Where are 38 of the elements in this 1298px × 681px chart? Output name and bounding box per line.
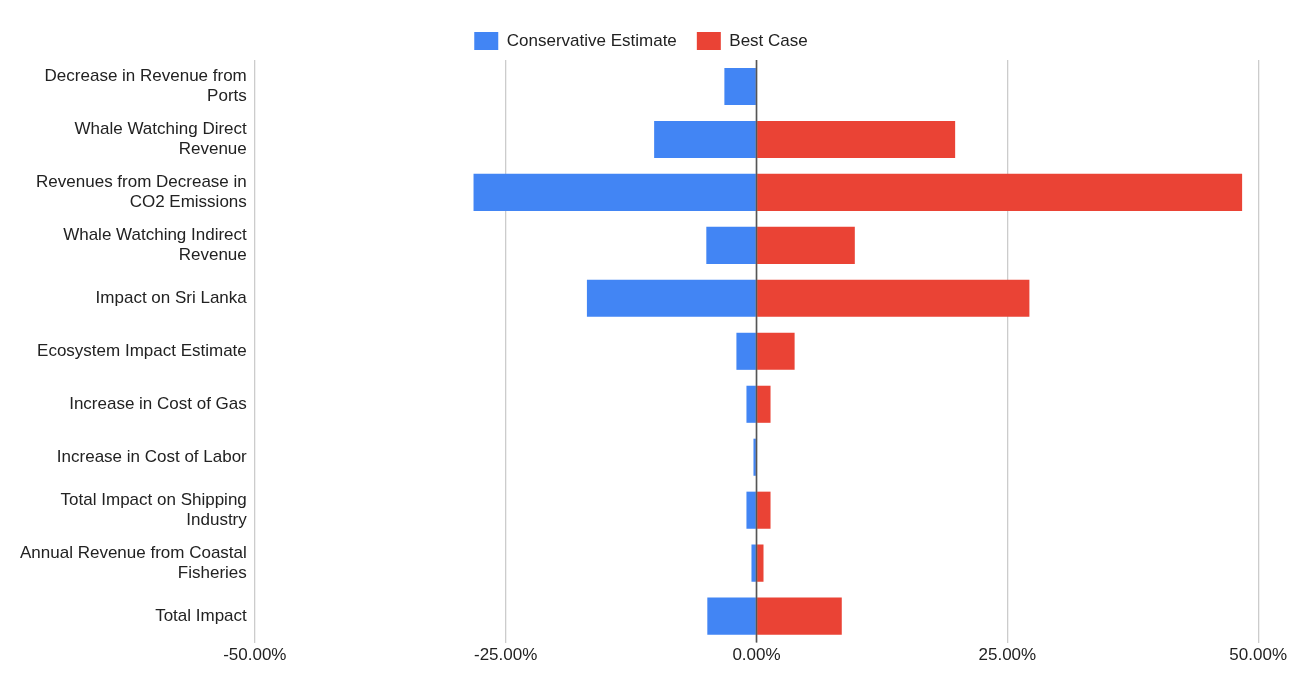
bar — [757, 385, 771, 423]
bar — [586, 279, 756, 317]
bar — [707, 597, 756, 635]
legend-label: Conservative Estimate — [506, 30, 677, 50]
y-tick-label: Whale Watching Direct Revenue — [74, 118, 248, 159]
bar — [706, 226, 756, 264]
x-tick-label: 50.00% — [1229, 645, 1288, 665]
y-tick-label: Ecosystem Impact Estimate — [37, 340, 247, 360]
bar — [757, 226, 855, 264]
bar — [746, 385, 756, 423]
legend-label: Best Case — [729, 30, 808, 50]
bar — [751, 544, 756, 582]
bar — [757, 332, 795, 370]
x-tick-label: 0.00% — [732, 645, 781, 665]
y-tick-label: Whale Watching Indirect Revenue — [63, 224, 248, 265]
bar — [757, 120, 956, 158]
x-tick-label: -50.00% — [223, 645, 287, 665]
x-tick-label: -25.00% — [473, 645, 538, 665]
bar — [757, 173, 1243, 211]
x-tick-label: 25.00% — [978, 645, 1037, 665]
y-tick-label: Total Impact — [155, 605, 248, 625]
y-tick-label: Increase in Cost of Labor — [56, 446, 248, 466]
bar — [753, 438, 756, 476]
bar — [736, 332, 756, 370]
bar — [757, 544, 764, 582]
y-tick-label: Revenues from Decrease in CO2 Emissions — [36, 171, 247, 212]
y-tick-label: Total Impact on Shipping Industry — [60, 489, 248, 530]
y-tick-label: Increase in Cost of Gas — [69, 393, 247, 413]
bar — [473, 173, 756, 211]
y-tick-label: Impact on Sri Lanka — [95, 288, 248, 308]
bar — [757, 279, 1030, 317]
y-tick-label: Decrease in Revenue from Ports — [44, 65, 247, 106]
bar — [746, 491, 756, 529]
bar — [724, 67, 756, 106]
y-tick-label: Annual Revenue from Coastal Fisheries — [20, 542, 247, 583]
bar — [757, 597, 842, 635]
bar — [654, 120, 756, 158]
bar — [757, 491, 771, 529]
